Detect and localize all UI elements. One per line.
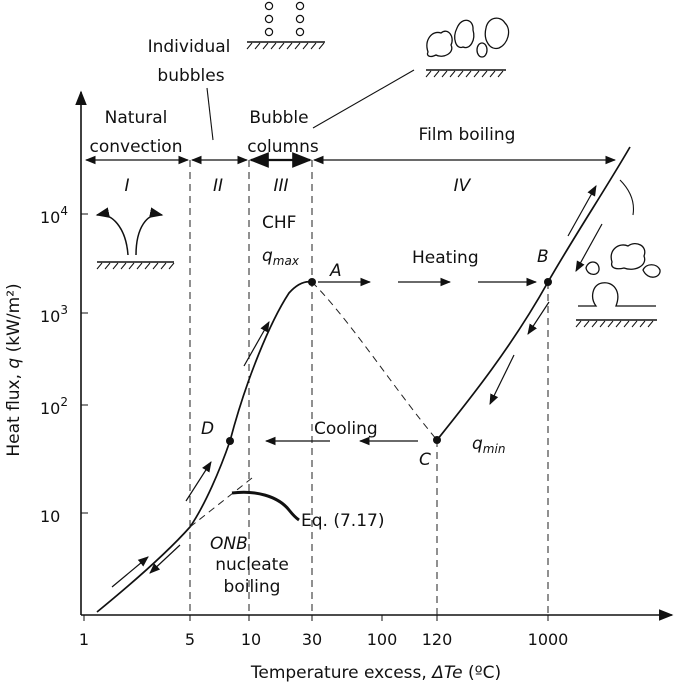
x-tick-10: 10 [241, 630, 261, 649]
roman-I: I [124, 176, 129, 196]
roman-IV: IV [454, 176, 472, 196]
label-A: A [329, 261, 342, 281]
label-onb: ONB [210, 534, 248, 554]
film-boiling-illustration [575, 242, 661, 328]
label-convection: convection [90, 137, 183, 157]
boiling-curve [96, 146, 631, 613]
label-individual: Individual [148, 37, 231, 57]
label-bubbles: bubbles [157, 66, 224, 86]
label-natural: Natural [105, 108, 168, 128]
roman-III: III [273, 176, 288, 196]
x-tick-labels: 1 5 10 30 100 120 1000 [79, 630, 568, 649]
process-arrows [111, 185, 603, 588]
curve-annotations: CHF qmax A B C D Heating Cooling qmin Eq… [201, 213, 549, 597]
roman-II: II [213, 176, 223, 196]
label-heating: Heating [412, 248, 479, 268]
label-columns: columns [247, 137, 319, 157]
y-tick-labels: 10 102 103 104 [40, 204, 68, 526]
y-tick-10000: 104 [40, 204, 68, 227]
y-ticks [81, 213, 88, 514]
y-tick-10: 10 [40, 507, 60, 526]
eq-curve [231, 490, 300, 522]
onb-extension-dashed [189, 477, 253, 528]
x-axis-title: Temperature excess, ΔTe (ºC) [250, 663, 501, 683]
x-tick-100: 100 [367, 630, 398, 649]
label-equation: Eq. (7.17) [301, 511, 384, 531]
x-tick-1: 1 [79, 630, 89, 649]
leader-lines [206, 69, 635, 216]
label-D: D [201, 419, 214, 439]
point-C [433, 436, 441, 444]
x-tick-30: 30 [302, 630, 322, 649]
label-chf: CHF [262, 213, 296, 233]
y-tick-100: 102 [40, 395, 68, 418]
label-qmin: qmin [472, 434, 505, 456]
label-film-boiling: Film boiling [419, 125, 516, 145]
y-axis-title: Heat flux, q (kW/m²) [4, 283, 24, 456]
label-qmax: qmax [262, 246, 300, 268]
x-tick-1000: 1000 [528, 630, 569, 649]
point-A [308, 278, 316, 286]
label-nucleate: nucleate [215, 555, 289, 575]
individual-bubbles-illustration [246, 1, 325, 50]
x-tick-120: 120 [422, 630, 453, 649]
region-labels: Natural convection Individual bubbles Bu… [90, 37, 516, 196]
x-tick-5: 5 [185, 630, 195, 649]
point-B [544, 278, 552, 286]
label-cooling: Cooling [314, 419, 378, 439]
state-points [226, 278, 552, 445]
point-D [226, 437, 234, 445]
y-tick-1000: 103 [40, 303, 68, 326]
natural-convection-illustration [95, 207, 175, 270]
region-dividers [189, 160, 549, 615]
axes [75, 90, 674, 621]
label-boiling: boiling [224, 577, 281, 597]
label-bubble: Bubble [249, 108, 308, 128]
curve-transition-dashed [311, 281, 438, 441]
label-B: B [537, 247, 549, 267]
label-C: C [419, 450, 431, 470]
x-ticks [83, 615, 549, 621]
vapor-clumps-illustration [425, 17, 510, 78]
